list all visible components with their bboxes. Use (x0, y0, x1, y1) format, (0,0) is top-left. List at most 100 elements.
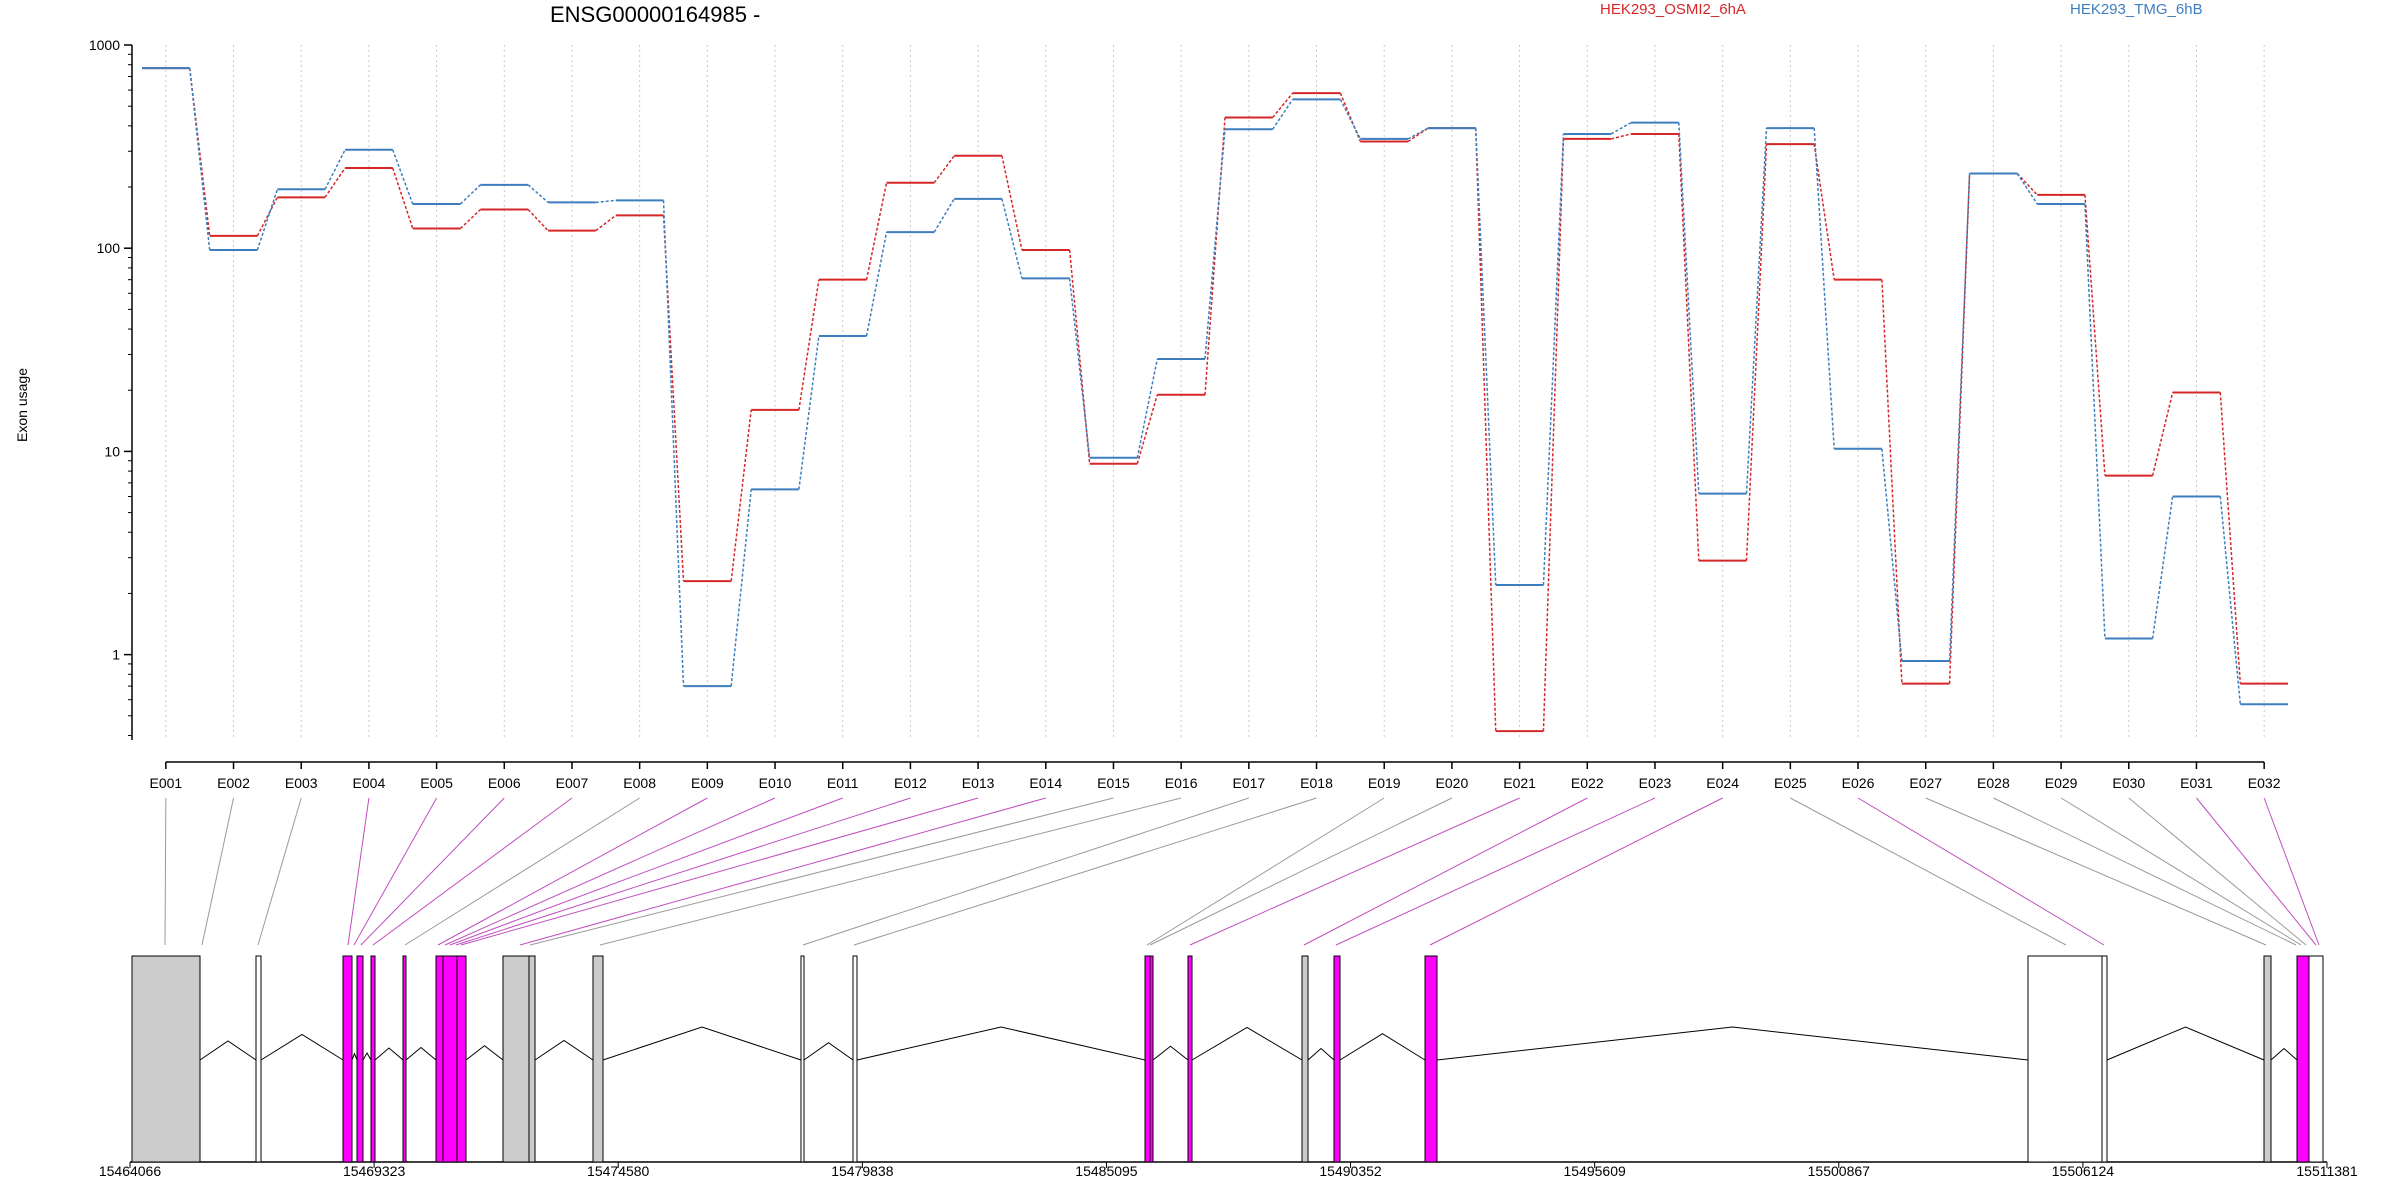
exon-block (1187, 955, 1193, 1163)
series-1 (142, 67, 2288, 733)
x-tick-label-e029: E029 (2045, 775, 2078, 791)
intron (1307, 1047, 1335, 1061)
x-tick-label-e011: E011 (827, 775, 859, 791)
exon-block (435, 955, 444, 1163)
exon-block (1424, 955, 1438, 1163)
connector-e009 (437, 797, 708, 946)
series-1-transition (1339, 92, 1362, 142)
connector-e020 (1149, 797, 1453, 946)
x-tick-label-e021: E021 (1503, 775, 1536, 791)
series-1-transition (1068, 249, 1091, 464)
series-1-transition (324, 167, 346, 198)
connector-e003 (257, 797, 302, 946)
connector-e024 (1429, 797, 1723, 946)
series-2-transition (1001, 198, 1023, 279)
series-2-transition (1813, 128, 1835, 449)
connector-e018 (853, 797, 1317, 946)
x-tick-label-e010: E010 (759, 775, 792, 791)
exon-block (2027, 955, 2107, 1163)
exon-block (255, 955, 262, 1163)
x-tick-label-e012: E012 (894, 775, 927, 791)
connector-e002 (201, 797, 235, 946)
exon-block (356, 955, 364, 1163)
exon-block (2296, 955, 2310, 1163)
connector-e032 (2263, 797, 2320, 946)
intron (374, 1047, 404, 1061)
exon-connectors (164, 797, 2320, 946)
x-tick-label-e030: E030 (2112, 775, 2145, 791)
series-1-transition (1272, 92, 1294, 118)
intron (1436, 1026, 2029, 1061)
connector-e004 (347, 797, 370, 946)
series-lines (142, 67, 2288, 733)
series-2-transition (324, 149, 346, 190)
y-tick-label: 10 (104, 443, 120, 459)
series-2-transition (1339, 99, 1362, 140)
axes: 1 10 100 1000 E001 E002 E003 E004 E005 E006 E007 E0… (89, 37, 2281, 791)
x-tick-label-e006: E006 (488, 775, 521, 791)
series-2-transition (1475, 128, 1497, 586)
series-2-transition (1136, 358, 1159, 458)
x-tick-label-e025: E025 (1774, 775, 1807, 791)
x-tick-label-e024: E024 (1706, 775, 1739, 791)
exon-block (131, 955, 201, 1163)
chart-title: ENSG00000164985 - (550, 2, 760, 27)
exon-block (2263, 955, 2272, 1163)
gene-axis-label: 15500867 (1808, 1163, 1871, 1179)
x-tick-label-e032: E032 (2248, 775, 2281, 791)
series-2-transition (865, 231, 888, 337)
series-2-transition (730, 489, 752, 687)
x-tick-label-e026: E026 (1842, 775, 1875, 791)
exon-block (1149, 955, 1154, 1163)
series-2-transition (595, 199, 616, 204)
connector-e001 (164, 797, 167, 946)
x-tick-label-e008: E008 (623, 775, 656, 791)
gene-axis-label: 15490352 (1319, 1163, 1382, 1179)
series-2-transition (1678, 122, 1700, 494)
gene-axis-label: 15485095 (1075, 1163, 1138, 1179)
x-tick-label-e028: E028 (1977, 775, 2010, 791)
x-tick-label-e027: E027 (1909, 775, 1942, 791)
series-1-transition (662, 215, 685, 582)
series-1-transition (1881, 279, 1903, 684)
series-2-transition (1272, 98, 1294, 130)
y-tick-label: 1 (112, 647, 120, 663)
y-axis-label: Exon usage (14, 368, 30, 442)
series-1-transition (1813, 144, 1835, 280)
series-1-transition (595, 214, 617, 232)
series-2-transition (392, 149, 414, 205)
connector-e011 (449, 797, 843, 946)
connector-e028 (1993, 797, 2297, 946)
connector-e019 (1146, 797, 1385, 946)
connector-e023 (1335, 797, 1656, 946)
x-tick-label-e015: E015 (1097, 775, 1130, 791)
series-1-transition (2151, 392, 2174, 476)
grid-lines (165, 45, 2265, 740)
series-1-transition (1610, 133, 1632, 140)
intron (2270, 1047, 2298, 1061)
gene-model: 15464066 15469323 15474580 15479838 15485095… (99, 955, 2358, 1179)
series-2-transition (2084, 203, 2106, 639)
intron (260, 1033, 344, 1061)
connector-e015 (529, 797, 1114, 946)
series-1-transition (2219, 392, 2242, 684)
series-2-transition (933, 198, 955, 233)
series-2-transition (1204, 129, 1226, 360)
series-2-transition (188, 67, 211, 251)
x-tick-label-e007: E007 (556, 775, 589, 791)
gene-axis-label: 15464066 (99, 1163, 162, 1179)
exon-block (1301, 955, 1309, 1163)
gene-axis-label: 15511381 (2296, 1163, 2357, 1179)
legend-series-1: HEK293_OSMI2_6hA (1600, 1, 1746, 18)
series-2-transition (2016, 173, 2038, 205)
intron (351, 1052, 358, 1061)
connector-e012 (455, 797, 911, 946)
series-2-transition (256, 189, 279, 251)
intron (2106, 1026, 2265, 1061)
x-tick-label-e018: E018 (1300, 775, 1333, 791)
intron (1191, 1026, 1303, 1061)
legend-series-2: HEK293_TMG_6hB (2070, 1, 2203, 18)
connector-e022 (1303, 797, 1588, 946)
exon-block (502, 955, 532, 1163)
